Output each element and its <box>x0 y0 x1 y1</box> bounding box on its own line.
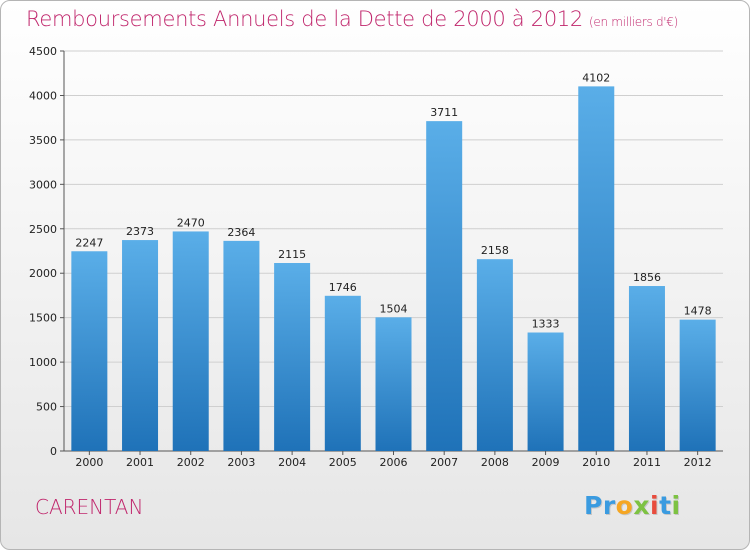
bar <box>628 286 665 451</box>
bar <box>426 121 463 451</box>
logo-letter: t <box>659 491 672 520</box>
x-tick-label: 2010 <box>582 456 610 469</box>
bar <box>172 231 209 451</box>
x-tick-label: 2012 <box>684 456 712 469</box>
y-tick-label: 0 <box>50 445 57 458</box>
y-tick-label: 1500 <box>29 312 57 325</box>
data-label: 1478 <box>684 305 712 318</box>
data-label: 1504 <box>380 302 408 315</box>
bar <box>122 240 159 451</box>
x-tick-label: 2008 <box>481 456 509 469</box>
data-label: 2470 <box>177 216 205 229</box>
x-tick-label: 2003 <box>227 456 255 469</box>
commune-name: CARENTAN <box>35 495 144 519</box>
bar <box>324 295 361 451</box>
logo-letter: i <box>650 491 660 520</box>
chart-title-text: Remboursements Annuels de la Dette de 20… <box>26 7 583 31</box>
logo-letter: i <box>671 491 681 520</box>
bar <box>578 86 615 451</box>
bar <box>223 240 260 451</box>
y-tick-label: 4000 <box>29 89 57 102</box>
data-label: 2373 <box>126 225 154 238</box>
bar <box>527 332 564 451</box>
x-tick-label: 2009 <box>532 456 560 469</box>
y-tick-label: 3000 <box>29 178 57 191</box>
data-label: 2247 <box>75 236 103 249</box>
data-label: 2158 <box>481 244 509 257</box>
logo-letter: x <box>633 491 650 520</box>
data-label: 2364 <box>227 226 255 239</box>
x-tick-label: 2011 <box>633 456 661 469</box>
chart-title: Remboursements Annuels de la Dette de 20… <box>26 7 678 31</box>
y-tick-label: 2500 <box>29 223 57 236</box>
x-tick-label: 2006 <box>380 456 408 469</box>
x-tick-label: 2005 <box>329 456 357 469</box>
y-tick-label: 3500 <box>29 134 57 147</box>
bar <box>71 251 108 451</box>
data-label: 2115 <box>278 248 306 261</box>
logo-letter: o <box>615 491 634 520</box>
data-label: 1746 <box>329 281 357 294</box>
logo-letter: r <box>602 491 616 520</box>
logo-letter: P <box>584 491 603 520</box>
bar <box>679 319 716 451</box>
bar <box>476 259 513 451</box>
x-tick-label: 2004 <box>278 456 306 469</box>
bar <box>375 317 412 451</box>
x-tick-label: 2001 <box>126 456 154 469</box>
chart-unit: (en milliers d'€) <box>589 15 679 29</box>
data-label: 1856 <box>633 271 661 284</box>
bar <box>274 263 311 451</box>
data-label: 4102 <box>582 71 610 84</box>
data-label: 1333 <box>532 318 560 331</box>
y-tick-label: 2000 <box>29 267 57 280</box>
x-tick-label: 2000 <box>75 456 103 469</box>
x-tick-label: 2007 <box>430 456 458 469</box>
y-tick-label: 1000 <box>29 356 57 369</box>
proxiti-logo: Proxiti <box>584 491 681 520</box>
y-tick-label: 4500 <box>29 45 57 58</box>
data-label: 3711 <box>430 106 458 119</box>
x-tick-label: 2002 <box>177 456 205 469</box>
y-tick-label: 500 <box>36 401 57 414</box>
